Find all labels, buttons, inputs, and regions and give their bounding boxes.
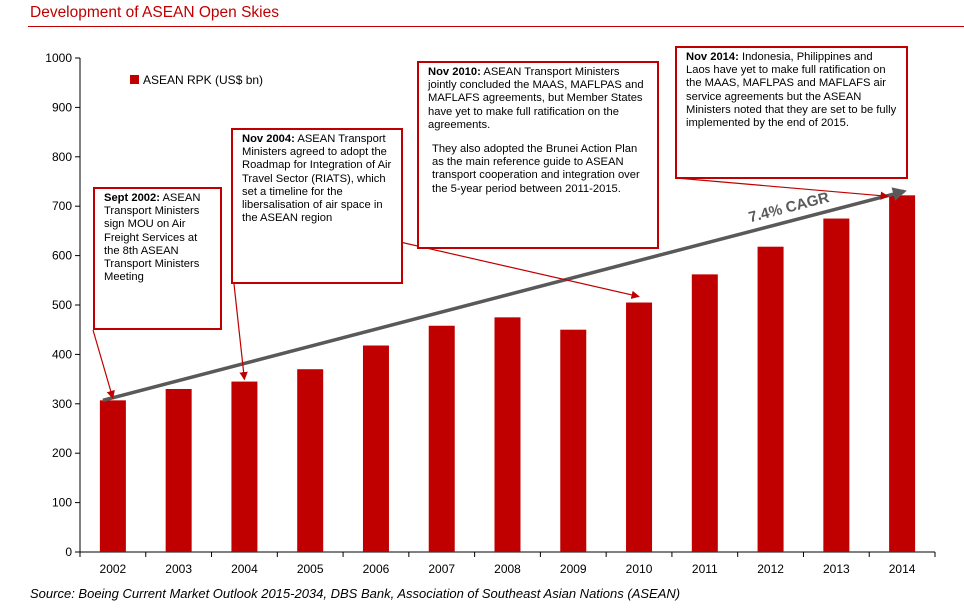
x-tick-label: 2005: [297, 562, 324, 576]
x-tick-label: 2006: [363, 562, 390, 576]
annotation-2002: Sept 2002: ASEAN Transport Ministers sig…: [93, 187, 222, 330]
y-tick-label: 400: [52, 347, 72, 361]
annotation-2004: Nov 2004: ASEAN Transport Ministers agre…: [231, 128, 403, 284]
y-tick-label: 0: [65, 545, 72, 559]
title-divider: [28, 26, 964, 27]
annotation-2010: Nov 2010: ASEAN Transport Ministers join…: [417, 61, 659, 249]
y-tick-label: 200: [52, 446, 72, 460]
y-tick-label: 600: [52, 249, 72, 263]
chart-title: Development of ASEAN Open Skies: [30, 4, 279, 21]
bar-2012: [757, 246, 784, 552]
x-tick-label: 2008: [494, 562, 521, 576]
connector-2010: [399, 241, 640, 299]
x-tick-label: 2003: [165, 562, 192, 576]
y-tick-label: 1000: [45, 51, 72, 65]
bar-2005: [297, 369, 324, 552]
bar-2011: [691, 274, 718, 552]
y-tick-label: 100: [52, 496, 72, 510]
cagr-trend-arrow: [102, 187, 907, 403]
x-tick-label: 2013: [823, 562, 850, 576]
bar-2008: [494, 317, 521, 552]
annotation-2002-text: ASEAN Transport Ministers sign MOU on Ai…: [104, 192, 201, 284]
annotation-2010-heading: Nov 2010:: [428, 66, 481, 78]
source-note: Source: Boeing Current Market Outlook 20…: [30, 586, 681, 601]
bar-2004: [231, 381, 258, 552]
y-tick-label: 700: [52, 199, 72, 213]
annotation-2004-heading: Nov 2004:: [242, 133, 295, 145]
x-tick-label: 2009: [560, 562, 587, 576]
annotation-2002-heading: Sept 2002:: [104, 192, 160, 204]
annotation-2014-heading: Nov 2014:: [686, 51, 739, 63]
legend-label: ASEAN RPK (US$ bn): [143, 73, 263, 87]
y-tick-label: 900: [52, 100, 72, 114]
annotation-2014-text: Indonesia, Philippines and Laos have yet…: [686, 51, 897, 130]
connector-2014: [675, 177, 889, 200]
annotation-2004-text: ASEAN Transport Ministers agreed to adop…: [242, 133, 392, 225]
bar-2010: [626, 302, 653, 552]
bar-2009: [560, 329, 587, 552]
x-tick-label: 2012: [757, 562, 784, 576]
y-tick-label: 800: [52, 150, 72, 164]
x-tick-label: 2014: [889, 562, 916, 576]
x-tick-label: 2011: [692, 562, 718, 576]
y-tick-label: 300: [52, 397, 72, 411]
bar-2002: [99, 400, 126, 552]
legend-swatch: [130, 75, 139, 84]
x-tick-label: 2002: [100, 562, 127, 576]
connector-2002: [92, 329, 115, 400]
bar-2013: [823, 218, 850, 553]
bar-2003: [165, 388, 192, 552]
bar-2007: [428, 325, 455, 552]
connector-2004: [233, 283, 248, 381]
annotation-2010-text-2: They also adopted the Brunei Action Plan…: [432, 143, 640, 195]
x-tick-label: 2007: [428, 562, 455, 576]
x-tick-label: 2004: [231, 562, 258, 576]
annotation-2010-text: ASEAN Transport Ministers jointly conclu…: [428, 66, 644, 131]
y-tick-label: 500: [52, 298, 72, 312]
bar-2006: [362, 345, 389, 552]
bar-2014: [889, 195, 916, 552]
annotation-2014: Nov 2014: Indonesia, Philippines and Lao…: [675, 46, 908, 179]
x-tick-label: 2010: [626, 562, 653, 576]
